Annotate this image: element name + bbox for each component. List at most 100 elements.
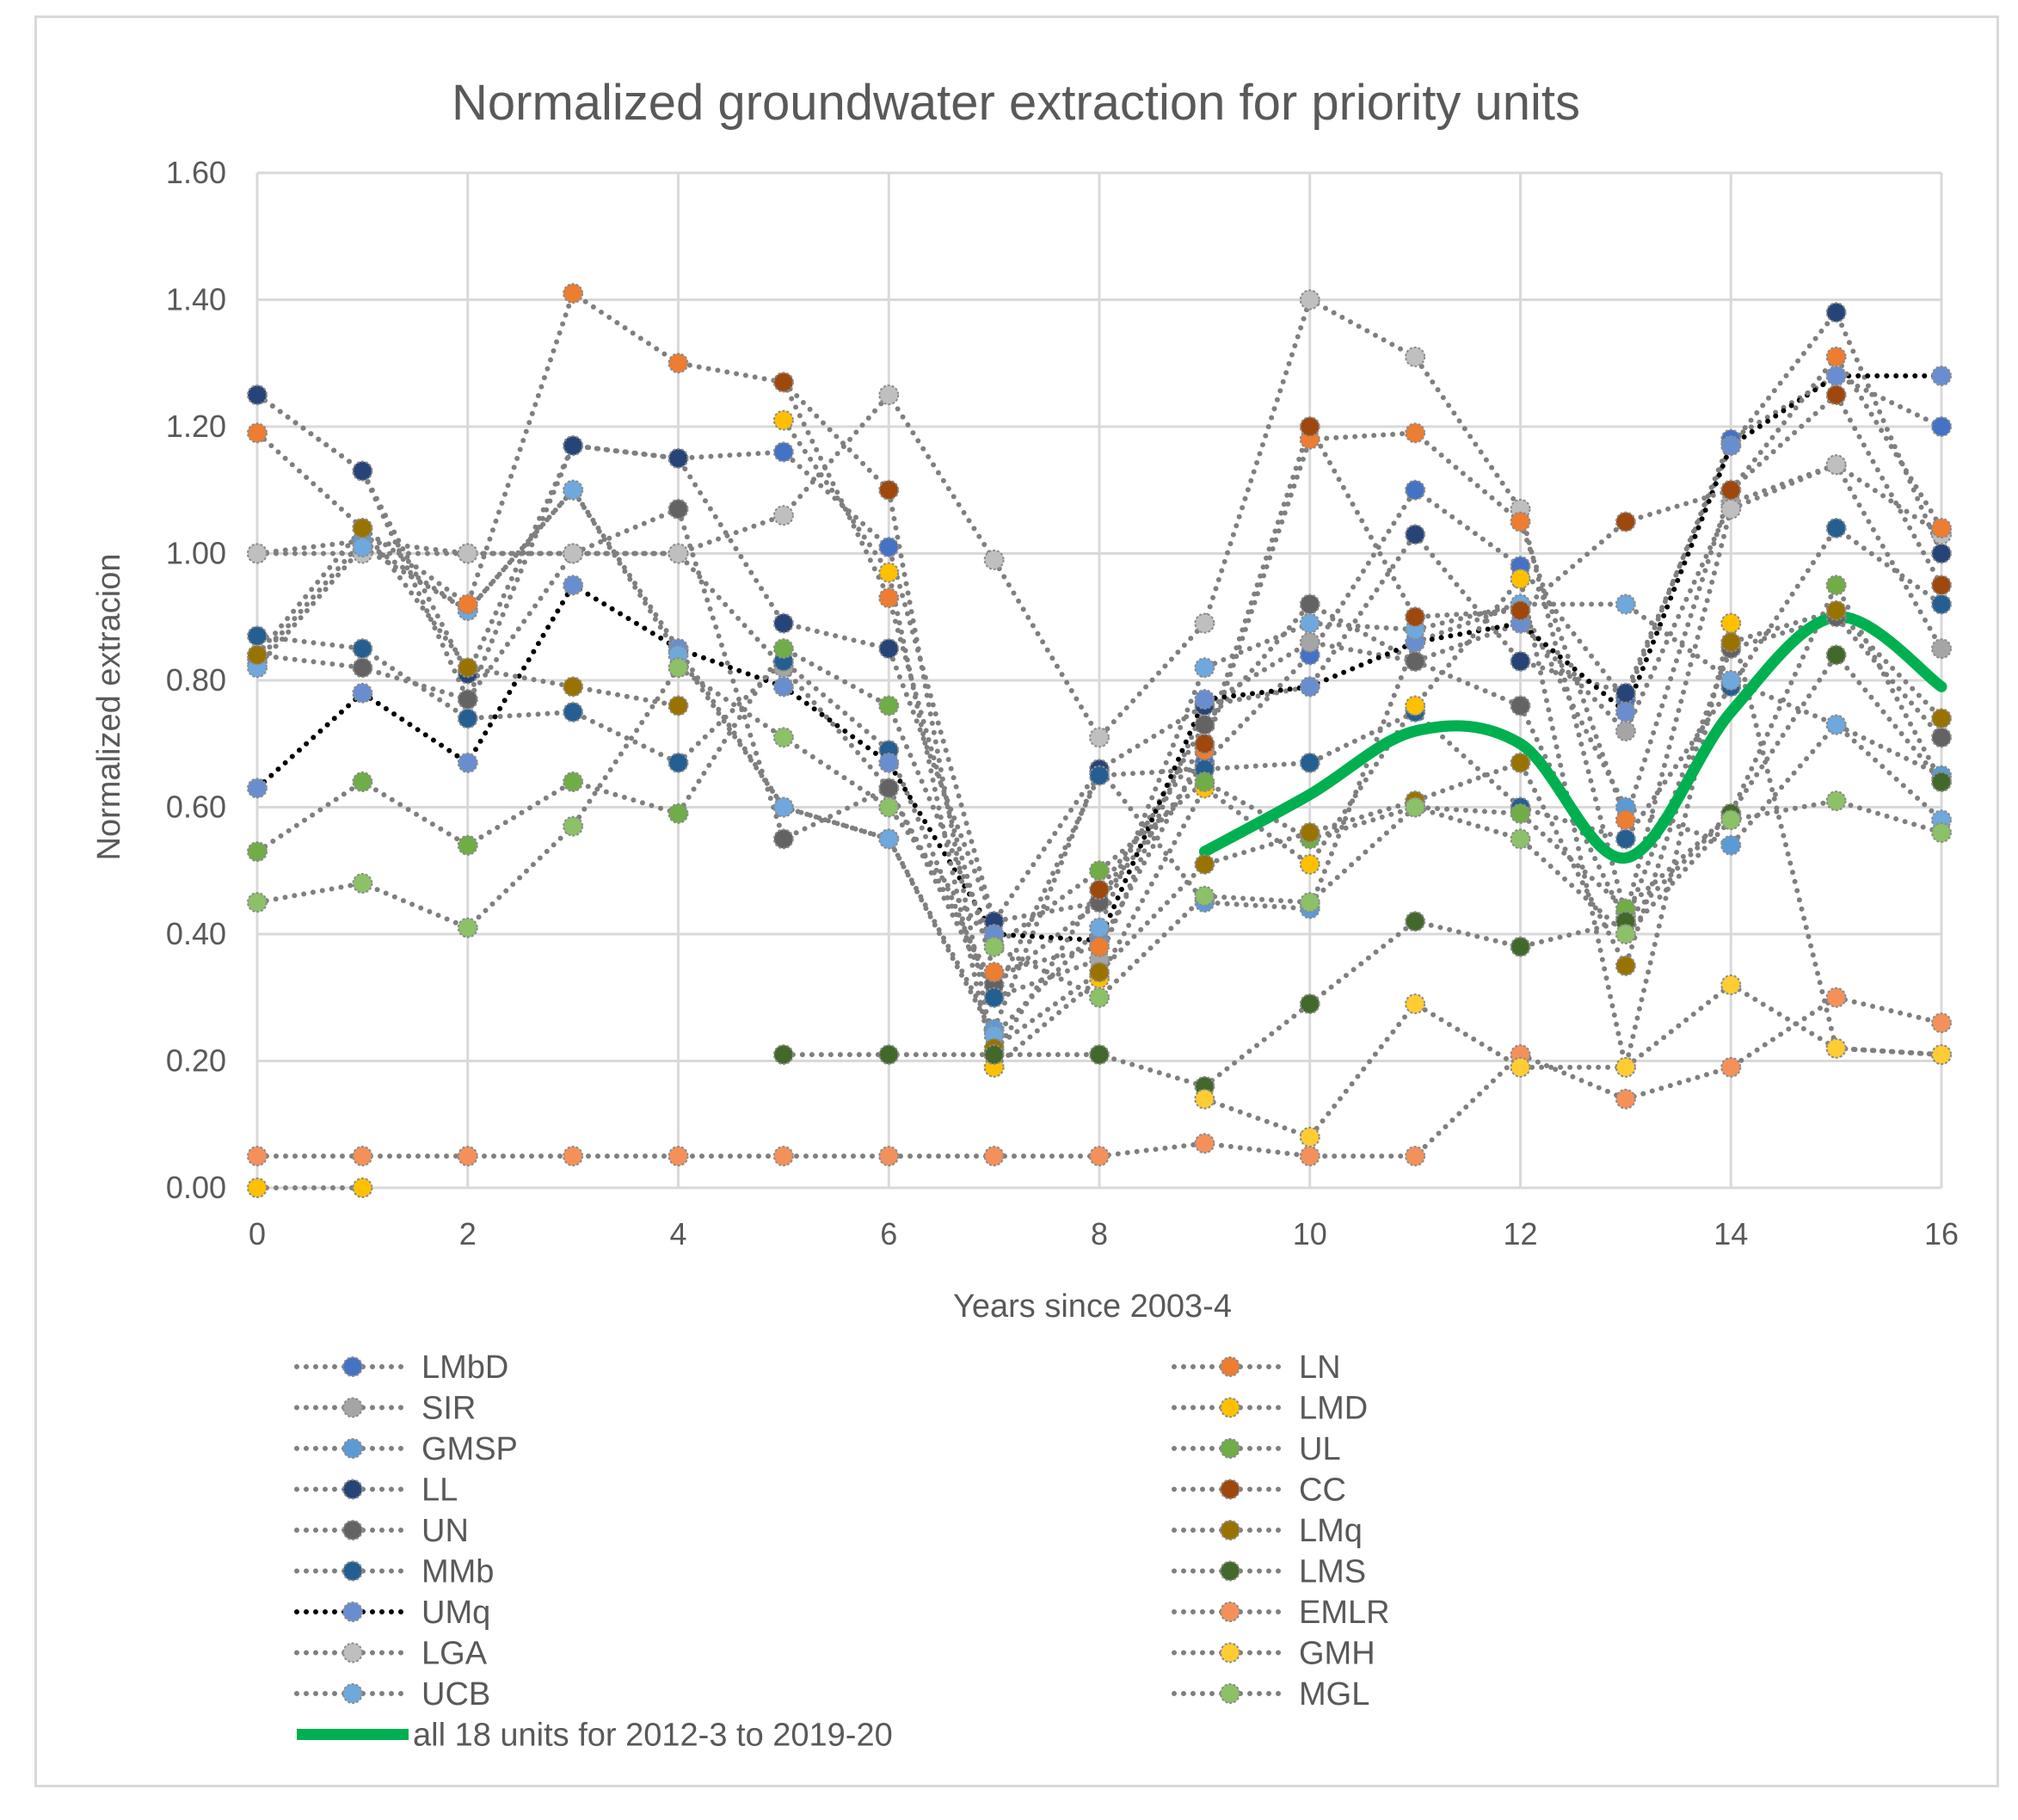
- point-MMb-15: [1825, 518, 1847, 538]
- point-LN-6: [878, 587, 900, 609]
- series-line-MMb: [255, 524, 1944, 1005]
- point-UN-16: [1931, 727, 1952, 748]
- point-MMb-16: [1931, 593, 1952, 615]
- point-UN-11: [1405, 650, 1426, 672]
- point-LMq-1: [352, 518, 373, 538]
- y-tick-label: 1.60: [166, 155, 226, 190]
- legend-marker-UL: [1220, 1438, 1240, 1459]
- legend-marker-LGA: [342, 1642, 363, 1663]
- legend-label-UN: UN: [421, 1513, 469, 1549]
- point-LMq-0: [247, 644, 268, 666]
- point-LGA-5: [772, 505, 794, 526]
- point-UMq-3: [563, 575, 584, 596]
- point-UMq-2: [457, 752, 478, 773]
- point-LL-6: [878, 638, 900, 660]
- point-LMq-4: [668, 695, 689, 716]
- point-MGL-5: [772, 727, 794, 748]
- point-UL-6: [878, 695, 900, 716]
- point-UMq-14: [1720, 435, 1742, 457]
- y-tick-label: 0.20: [166, 1043, 226, 1079]
- point-UN-1: [352, 657, 373, 679]
- legend-marker-UN: [342, 1520, 363, 1540]
- y-tick-label: 1.20: [166, 409, 226, 444]
- series-line-SIR: [255, 461, 1944, 1001]
- legend-marker-LL: [342, 1479, 363, 1500]
- point-UCB-6: [878, 828, 900, 850]
- point-EMLR-4: [668, 1146, 689, 1167]
- legend-label-LMS: LMS: [1299, 1554, 1366, 1590]
- point-CC-11: [1405, 606, 1426, 628]
- point-UN-2: [457, 689, 478, 710]
- point-LN-4: [668, 353, 689, 374]
- point-UCB-9: [1194, 657, 1215, 679]
- point-MMb-13: [1615, 828, 1636, 850]
- point-LMq-2: [457, 657, 478, 679]
- legend-marker-MMb: [342, 1560, 363, 1582]
- chart-frame: Normalized groundwater extraction for pr…: [34, 15, 1999, 1787]
- legend: LMbD SIR GMSP LL UN MMb UMq LGA UCB LN LMD UL CC LMq L…: [294, 1350, 1390, 1754]
- series-line-GMH: [1202, 981, 1944, 1141]
- series-line-CC: [780, 379, 1944, 1062]
- x-tick-label: 8: [1091, 1216, 1108, 1251]
- point-CC-13: [1615, 511, 1636, 532]
- point-LL-1: [352, 460, 373, 482]
- point-EMLR-16: [1931, 1012, 1952, 1034]
- legend-label-UL: UL: [1299, 1431, 1341, 1467]
- point-LMS-10: [1299, 993, 1320, 1015]
- point-LMS-15: [1825, 644, 1847, 666]
- point-LMD-11: [1405, 695, 1426, 716]
- point-MGL-2: [457, 917, 478, 938]
- legend-marker-GMSP: [342, 1438, 363, 1459]
- x-tick-label: 4: [669, 1216, 686, 1251]
- point-LMD-1: [352, 1177, 373, 1198]
- legend-label-LL: LL: [421, 1473, 458, 1509]
- point-LL-3: [563, 435, 584, 457]
- point-CC-12: [1510, 599, 1531, 621]
- legend-marker-EMLR: [1220, 1602, 1240, 1622]
- point-UMq-9: [1194, 689, 1215, 710]
- point-GMH-14: [1720, 975, 1742, 995]
- point-LMD-5: [772, 409, 794, 431]
- x-tick-label: 14: [1713, 1216, 1748, 1251]
- point-LGA-11: [1405, 346, 1426, 367]
- point-LMS-16: [1931, 772, 1952, 792]
- point-LMS-7: [983, 1044, 1005, 1066]
- point-CC-8: [1089, 879, 1110, 901]
- point-MGL-10: [1299, 892, 1320, 913]
- legend-label-LN: LN: [1299, 1350, 1341, 1386]
- point-LN-7: [983, 962, 1005, 983]
- y-tick-label: 0.60: [166, 790, 226, 825]
- point-MMb-8: [1089, 765, 1110, 786]
- x-tick-label: 6: [880, 1216, 897, 1251]
- chart-title: Normalized groundwater extraction for pr…: [452, 75, 1580, 131]
- series-line-LMS: [780, 650, 1944, 1090]
- point-UL-3: [563, 772, 584, 792]
- point-EMLR-14: [1720, 1056, 1742, 1078]
- legend-label-MGL: MGL: [1299, 1676, 1369, 1712]
- point-EMLR-10: [1299, 1146, 1320, 1167]
- point-UN-10: [1299, 593, 1320, 615]
- point-UN-4: [668, 498, 689, 520]
- point-GMH-11: [1405, 993, 1426, 1015]
- point-UN-6: [878, 778, 900, 799]
- point-GMSP-14: [1720, 834, 1742, 856]
- legend-label-LGA: LGA: [421, 1636, 488, 1672]
- point-LMS-12: [1510, 936, 1531, 957]
- point-MMb-4: [668, 752, 689, 773]
- point-LMbD-6: [878, 537, 900, 558]
- point-UL-5: [772, 638, 794, 660]
- point-EMLR-0: [247, 1146, 268, 1167]
- point-LMq-8: [1089, 962, 1110, 983]
- point-UN-9: [1194, 714, 1215, 735]
- x-axis-title: Years since 2003-4: [953, 1288, 1232, 1325]
- y-axis-title: Normalized extracion: [91, 554, 127, 861]
- point-CC-16: [1931, 575, 1952, 596]
- point-CC-5: [772, 372, 794, 393]
- point-MMb-2: [457, 708, 478, 729]
- point-LMq-9: [1194, 853, 1215, 875]
- point-UCB-10: [1299, 612, 1320, 634]
- legend-label-CC: CC: [1299, 1473, 1346, 1509]
- point-EMLR-2: [457, 1146, 478, 1167]
- point-LL-0: [247, 384, 268, 406]
- trend-line: [1198, 611, 1947, 864]
